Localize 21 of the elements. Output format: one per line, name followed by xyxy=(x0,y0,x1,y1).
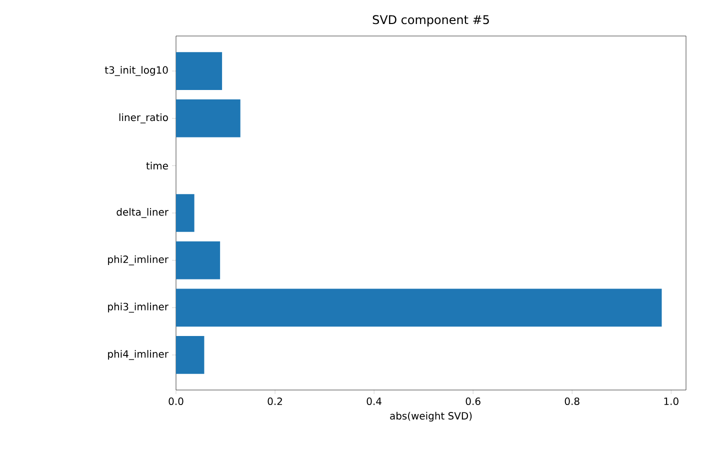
y-tick-label: t3_init_log10 xyxy=(104,66,168,76)
x-tick-label: 0.6 xyxy=(466,398,480,406)
bar xyxy=(176,99,240,138)
y-tick-label: phi3_imliner xyxy=(108,302,168,313)
y-tick-label: delta_liner xyxy=(116,208,168,218)
x-tick-label: 0.8 xyxy=(564,398,580,406)
y-tick-label: liner_ratio xyxy=(119,113,168,124)
y-tick-label: time xyxy=(146,162,168,170)
x-tick-label: 0.2 xyxy=(268,398,282,406)
y-tick-label: phi4_imliner xyxy=(108,350,168,360)
bar xyxy=(176,194,194,232)
bar xyxy=(176,241,220,280)
y-tick-label: phi2_imliner xyxy=(108,255,168,266)
bar xyxy=(176,52,222,90)
chart-title: SVD component #5 xyxy=(372,15,489,26)
x-tick-label: 0.0 xyxy=(168,398,184,406)
x-tick-label: 0.4 xyxy=(366,398,382,406)
x-tick-label: 1.0 xyxy=(664,398,678,406)
bar xyxy=(176,288,662,327)
bar xyxy=(176,336,204,374)
x-axis-title: abs(weight SVD) xyxy=(390,412,472,422)
